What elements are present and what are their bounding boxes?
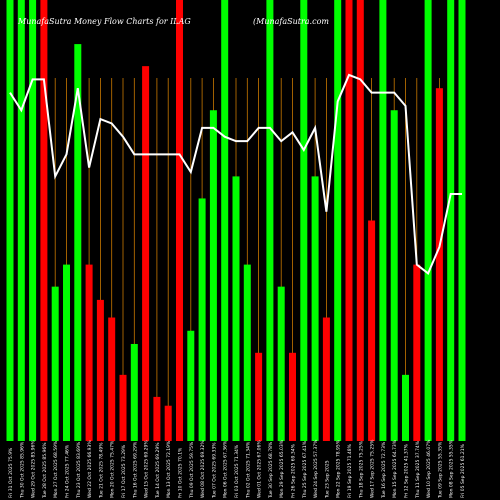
x-tick-label: Thu 18 Sep 2025 75.25% <box>358 440 364 499</box>
x-tick-label: Fri 17 Oct 2025 73.29% <box>121 444 127 498</box>
bar-down <box>176 0 183 441</box>
bar-up <box>424 0 432 441</box>
bar-up <box>334 0 342 441</box>
bar-down <box>108 317 116 441</box>
x-tick-label: Fri 26 Sep 2025 69.34% <box>291 443 297 498</box>
bar-down <box>322 317 330 441</box>
bar-up <box>51 286 59 441</box>
x-tick-label: Thu 23 Oct 2025 83.69% <box>76 441 82 499</box>
bar-up <box>209 110 217 441</box>
bar-up <box>6 0 14 441</box>
bar-up <box>232 176 240 441</box>
bar-up <box>63 264 70 441</box>
bar-down <box>119 374 127 441</box>
x-tick-label: Wed 10 Sep 2025 46.07% <box>426 439 432 498</box>
x-tick-label: Tue 30 Sep 2025 68.78% <box>268 441 274 499</box>
x-tick-label: Tue 07 Oct 2025 69.33% <box>211 442 217 499</box>
x-tick-label: Wed 17 Sep 2025 75.25% <box>370 439 376 498</box>
bar-up <box>311 176 319 441</box>
x-tick-label: Tue 16 Sep 2025 72.73% <box>381 441 387 499</box>
bar-up <box>447 0 455 441</box>
bar-up <box>402 374 409 441</box>
x-tick-label: Mon 22 Sep 2025 78.95% <box>336 439 342 498</box>
bar-up <box>130 343 138 441</box>
x-tick-label: Fri 12 Sep 2025 41.37% <box>404 443 410 498</box>
x-tick-label: Thu 09 Oct 2025 59.75% <box>189 441 195 499</box>
bar-up <box>198 198 206 441</box>
chart-title: MunafaSutra Money Flow Charts for ILAG <box>17 17 191 26</box>
x-tick-label: Wed 15 Oct 2025 69.29% <box>144 440 150 498</box>
x-tick-label: Wed 24 Sep 2025 57.37% <box>313 439 319 498</box>
x-tick-label: Mon 27 Oct 2025 68.59% <box>53 440 59 498</box>
bar-down <box>153 396 161 441</box>
bar-down <box>255 352 263 441</box>
x-tick-label: Mon 13 Oct 2025 72.19% <box>166 440 172 498</box>
bar-up <box>243 264 251 441</box>
watermark: (MunafaSutra.com <box>253 17 329 26</box>
x-tick-label: Wed 01 Oct 2025 67.06% <box>257 440 263 498</box>
x-tick-label: Thu 30 Oct 2025 85.96% <box>19 441 25 499</box>
x-tick-label: Wed 29 Oct 2025 85.96% <box>31 440 37 498</box>
x-tick-label: Tue 23 Sep 2025 <box>324 460 330 499</box>
bar-up <box>187 330 195 441</box>
x-tick-label: Fri 10 Oct 2025 70.1% <box>178 447 184 498</box>
x-tick-label: Tue 28 Oct 2025 85.96% <box>42 442 48 499</box>
x-tick-label: Thu 16 Oct 2025 69.29% <box>132 441 138 499</box>
x-tick-label: Thu 11 Sep 2025 37.74% <box>415 440 421 499</box>
bar-up <box>300 0 308 441</box>
bar-down <box>289 352 296 441</box>
bar-up <box>29 0 37 441</box>
x-tick-label: Tue 21 Oct 2025 78.49% <box>98 442 104 499</box>
bar-down <box>356 0 364 441</box>
x-tick-label: Fri 31 Oct 2025 75.9% <box>8 447 14 498</box>
x-tick-label: Thu 25 Sep 2025 67.41% <box>302 440 308 499</box>
x-tick-label: Wed 08 Oct 2025 69.32% <box>200 440 206 498</box>
money-flow-line <box>9 73 462 276</box>
x-tick-label: Fri 03 Oct 2025 71.34% <box>234 444 240 498</box>
bar-down <box>164 405 172 441</box>
bar-up <box>17 0 25 441</box>
bar-up <box>266 0 274 441</box>
x-tick-label: Mon 20 Oct 2025 75.47% <box>110 440 116 498</box>
x-tick-label: Mon 08 Sep 2025 55.35% <box>449 439 455 498</box>
bar-up <box>390 110 398 441</box>
x-tick-label: Tue 14 Oct 2025 69.29% <box>155 442 161 499</box>
bar-down <box>413 264 421 441</box>
bar-down <box>40 0 48 441</box>
bar-down <box>345 0 353 441</box>
bars-layer <box>6 0 466 442</box>
bar-up <box>458 0 466 441</box>
bar-up <box>74 44 82 441</box>
x-tick-label: Mon 15 Sep 2025 64.73% <box>392 439 398 498</box>
bar-up <box>221 0 229 441</box>
x-tick-label: Fri 19 Sep 2025 71.48% <box>347 443 353 498</box>
x-tick-label: Mon 06 Oct 2025 67.36% <box>223 440 229 498</box>
x-tick-label: Fri 24 Oct 2025 77.46% <box>65 444 71 498</box>
x-tick-label: Mon 29 Sep 2025 65.03% <box>279 439 285 498</box>
bar-down <box>368 220 376 441</box>
x-tick-label: Wed 22 Oct 2025 66.93% <box>87 440 93 498</box>
bar-down <box>435 88 443 441</box>
x-tick-label: Fri 05 Sep 2025 61.21% <box>460 443 466 498</box>
bar-down <box>96 299 104 441</box>
bar-up <box>277 286 285 441</box>
x-tick-label: Thu 02 Oct 2025 71.34% <box>245 441 251 499</box>
x-tick-label: Tue 09 Sep 2025 55.35% <box>437 441 443 499</box>
bar-down <box>142 66 150 442</box>
bar-up <box>379 0 387 441</box>
x-axis-labels: Fri 31 Oct 2025 75.9% Thu 30 Oct 2025 85.… <box>8 439 466 499</box>
bar-down <box>85 264 93 441</box>
